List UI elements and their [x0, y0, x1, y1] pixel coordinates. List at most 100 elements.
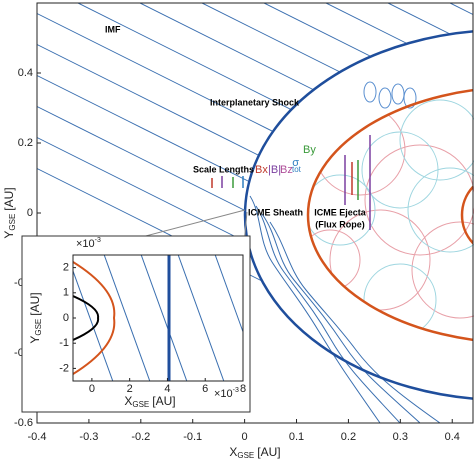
icme-ejecta [306, 88, 473, 342]
scale-label-text: Bx [255, 164, 268, 176]
sheath-lines [249, 195, 441, 423]
field-loop [378, 87, 392, 109]
multiplier-base: ×10 [76, 238, 95, 250]
interplanetary-shock [243, 30, 473, 400]
x-tick-label: 0.3 [393, 431, 408, 443]
y-tick-label: 0 [63, 312, 69, 324]
imf-line [200, 3, 473, 140]
x-tick-label: 2 [127, 383, 133, 395]
field-loop [399, 99, 474, 181]
annotation: ICME Sheath [248, 207, 303, 217]
y-tick-label: 1 [63, 287, 69, 299]
y-tick-label: -1 [59, 337, 69, 349]
label-unit: [AU] [2, 187, 16, 210]
field-loop [363, 263, 437, 337]
label-unit: [AU] [28, 292, 42, 315]
x-tick-label: 0 [242, 431, 248, 443]
imf-line [140, 255, 188, 381]
label-unit: [AU] [152, 394, 175, 408]
annotation: ICME Ejecta [314, 207, 367, 217]
sheath-line [255, 205, 401, 423]
x-tick-label: 4 [164, 383, 170, 395]
scale-label-text: |B| [268, 164, 281, 176]
label-symbol: X [124, 394, 132, 408]
imf-line [103, 255, 151, 381]
multiplier-exponent: -3 [233, 387, 239, 394]
scale-label-text: By [303, 144, 316, 156]
field-loop [411, 221, 474, 319]
imf-line [319, 235, 379, 401]
x-axis-label: XGSE [AU] [229, 445, 280, 460]
inset-background [21, 235, 251, 413]
label-symbol: X [229, 445, 237, 459]
annotation: Scale Lengths [193, 164, 254, 174]
multiplier-base: ×10 [214, 388, 233, 400]
inset-y-axis-label: YGSE [AU] [28, 292, 43, 343]
imf-line [73, 269, 114, 381]
scale-label-subscript: tot [292, 165, 302, 174]
x-tick-label: 6 [202, 383, 208, 395]
inner-boundary [460, 185, 473, 245]
imf-line [76, 3, 473, 202]
label-symbol: Y [28, 336, 42, 344]
inset-x-axis-label: XGSE [AU] [124, 394, 175, 409]
scale-label: By [303, 144, 316, 156]
label-symbol: Y [2, 231, 16, 239]
y-tick-label: 0.4 [18, 67, 33, 79]
label-unit: [AU] [257, 445, 280, 459]
inset-content [73, 235, 379, 401]
scale-label: |B| [268, 164, 281, 176]
flux-rope-loops [308, 99, 474, 337]
field-loop [364, 144, 474, 256]
scale-label-text: σ [292, 157, 299, 169]
x-tick-label: 0.1 [289, 431, 304, 443]
y-tick-label: -0.6 [14, 417, 33, 429]
sheath-line [269, 221, 441, 423]
imf-line [282, 235, 342, 401]
imf-line [214, 255, 243, 334]
multiplier-exponent: -3 [95, 237, 101, 244]
x-tick-label: -0.3 [79, 431, 98, 443]
annotation: Interplanetary Shock [210, 97, 300, 107]
y-tick-label: 0 [27, 207, 33, 219]
label-subscript: GSE [132, 400, 149, 409]
scale-label: σ tot [292, 157, 302, 174]
annotation: (Flux Rope) [315, 219, 365, 229]
scale-label-text: Bz [280, 164, 293, 176]
label-subscript: GSE [237, 451, 254, 460]
scale-label: Bz [280, 164, 293, 176]
scale-label: Bx [255, 164, 268, 176]
imf-line [138, 3, 473, 171]
x-tick-label: 0.4 [445, 431, 460, 443]
y-tick-label: 0.2 [18, 137, 33, 149]
annotation: IMF [105, 24, 121, 34]
x-tick-label: 0 [89, 383, 95, 395]
field-loop [363, 81, 377, 103]
field-loop [407, 167, 474, 253]
field-loop [308, 174, 376, 246]
x-tick-label: 0.2 [341, 431, 356, 443]
x-tick-label: -0.4 [28, 431, 47, 443]
y-axis-label: YGSE [AU] [2, 187, 17, 238]
x-tick-label: 8 [240, 383, 246, 395]
axis-multiplier: ×10-3 [76, 237, 101, 250]
imf-line [177, 255, 225, 381]
x-tick-label: -0.2 [131, 431, 150, 443]
y-tick-label: -2 [59, 362, 69, 374]
axis-multiplier: ×10-3 [214, 387, 239, 400]
inset-inner [73, 295, 100, 341]
y-tick-label: 2 [63, 262, 69, 274]
inset-ejecta [73, 261, 116, 375]
field-loop [403, 87, 417, 109]
sheath-line [249, 195, 381, 423]
sheath-line [261, 213, 421, 423]
imf-line [262, 3, 473, 109]
